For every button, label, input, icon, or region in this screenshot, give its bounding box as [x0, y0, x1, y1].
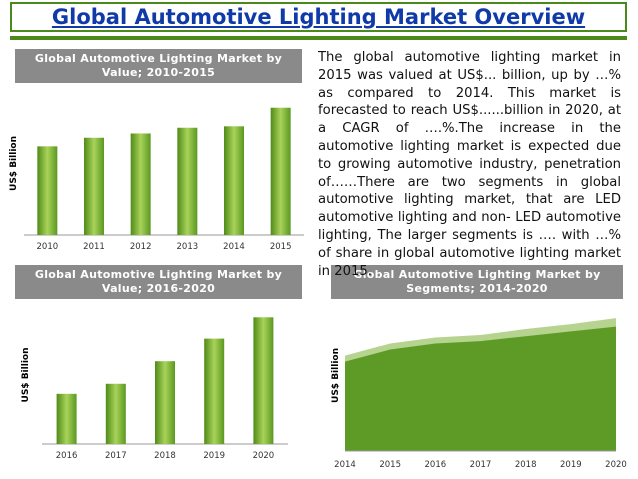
bar-2015 — [270, 107, 291, 235]
bar-2016 — [56, 393, 77, 444]
y-axis-label: US$ Billion — [331, 348, 341, 403]
chart2: 2016 2017 2018 2019 2020 US$ Billion — [21, 317, 288, 461]
x-tick-2016: 2016 — [425, 460, 447, 470]
x-tick-2017: 2017 — [105, 451, 127, 461]
x-tick-2017: 2017 — [470, 460, 492, 470]
title-bar: Global Automotive Lighting Market Overvi… — [10, 2, 627, 32]
bar-2019 — [204, 338, 225, 444]
bar-2017 — [105, 383, 126, 444]
bar-2018 — [155, 361, 175, 444]
x-tick-2020: 2020 — [605, 460, 627, 470]
chart2-header: Global Automotive Lighting Market by Val… — [15, 265, 302, 299]
chart3-header: Global Automotive Lighting Market by Seg… — [331, 265, 623, 299]
x-tick-2018: 2018 — [515, 460, 537, 470]
bar-2020 — [253, 317, 274, 444]
bar-2010 — [37, 146, 58, 235]
x-tick-2010: 2010 — [37, 242, 59, 252]
chart3: 2014 2015 2016 2017 2018 2019 2020 US$ Billion — [331, 318, 627, 470]
bar-2012 — [130, 133, 151, 235]
x-tick-2011: 2011 — [83, 242, 105, 252]
area-segment-a — [345, 326, 616, 451]
page-title: Global Automotive Lighting Market Overvi… — [51, 5, 586, 29]
x-tick-2020: 2020 — [253, 451, 275, 461]
x-tick-2018: 2018 — [154, 451, 176, 461]
bar-2014 — [224, 126, 244, 235]
y-axis-label: US$ Billion — [21, 348, 31, 403]
x-tick-2014: 2014 — [334, 460, 356, 470]
chart1: 2010 2011 2012 2013 2014 2015 US$ Billion — [9, 107, 304, 252]
y-axis-label: US$ Billion — [9, 136, 19, 191]
x-tick-2015: 2015 — [379, 460, 401, 470]
x-tick-2019: 2019 — [560, 460, 582, 470]
x-tick-2016: 2016 — [56, 451, 78, 461]
chart1-header: Global Automotive Lighting Market by Val… — [15, 49, 302, 83]
bar-2013 — [177, 127, 198, 235]
x-tick-2013: 2013 — [177, 242, 199, 252]
x-tick-2015: 2015 — [270, 242, 292, 252]
x-tick-2014: 2014 — [223, 242, 245, 252]
x-tick-2019: 2019 — [203, 451, 225, 461]
title-divider — [10, 36, 627, 40]
market-description: The global automotive lighting market in… — [318, 50, 621, 279]
bar-2011 — [84, 137, 104, 235]
x-tick-2012: 2012 — [130, 242, 152, 252]
